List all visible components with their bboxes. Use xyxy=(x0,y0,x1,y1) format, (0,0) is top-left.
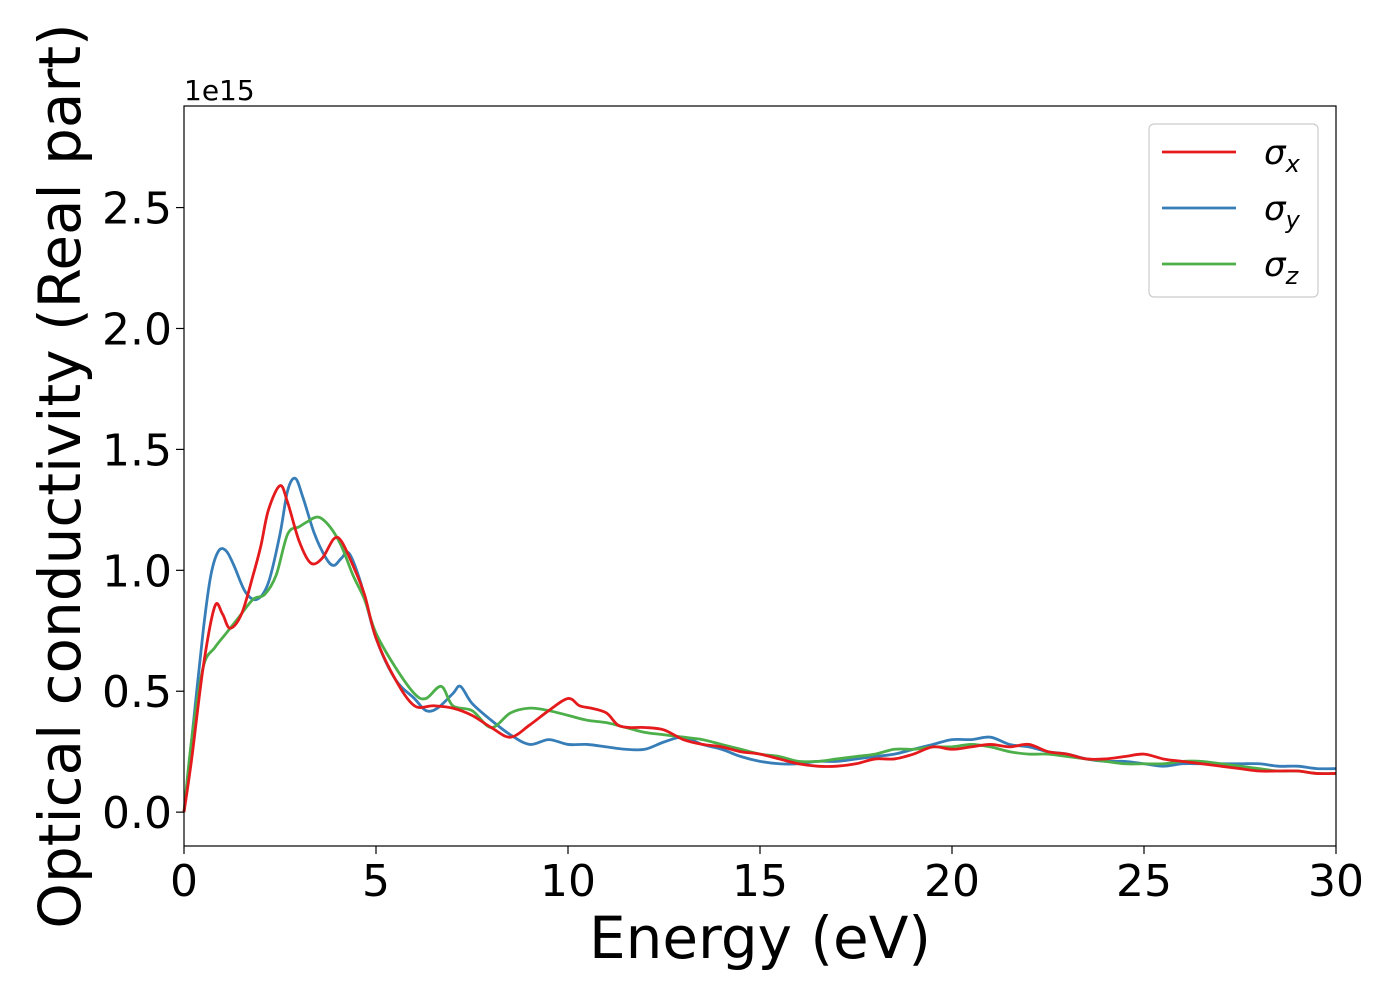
series-line-z xyxy=(182,515,1337,813)
y-tick-label: 0.0 xyxy=(102,788,172,839)
y-axis-ticks: 0.0 0.5 1.0 1.5 2.0 2.5 xyxy=(102,184,184,839)
series-line-y xyxy=(182,476,1337,813)
series-layer xyxy=(182,476,1337,813)
legend-box xyxy=(1148,123,1319,298)
x-tick-label: 5 xyxy=(362,856,390,907)
y-tick-label: 2.0 xyxy=(102,304,172,355)
y-tick-label: 1.0 xyxy=(102,546,172,597)
x-axis-ticks: 0 5 10 15 20 25 30 xyxy=(170,846,1364,907)
y-axis-label: Optical conductivity (Real part) xyxy=(26,23,94,928)
x-tick-label: 20 xyxy=(924,856,980,907)
y-offset-label: 1e15 xyxy=(184,74,255,107)
series-line-x xyxy=(182,484,1337,813)
x-tick-label: 25 xyxy=(1116,856,1172,907)
x-tick-label: 0 xyxy=(170,856,198,907)
x-axis-label: Energy (eV) xyxy=(589,904,931,972)
y-tick-label: 0.5 xyxy=(102,667,172,718)
y-tick-label: 1.5 xyxy=(102,425,172,476)
y-tick-label: 2.5 xyxy=(102,184,172,235)
x-tick-label: 30 xyxy=(1308,856,1364,907)
x-tick-label: 10 xyxy=(540,856,596,907)
x-tick-label: 15 xyxy=(732,856,788,907)
